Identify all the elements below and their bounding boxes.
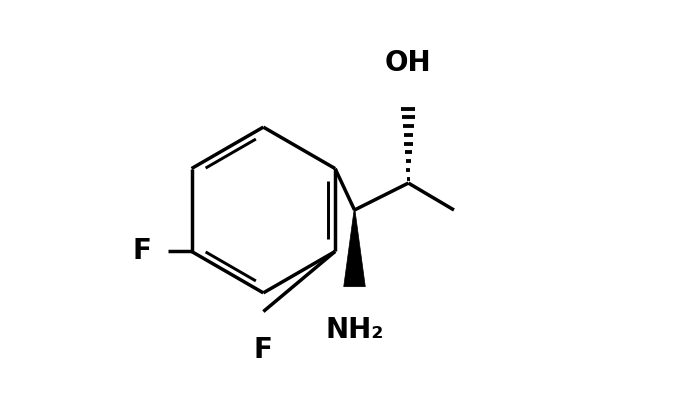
Text: OH: OH: [385, 50, 432, 77]
Text: NH₂: NH₂: [325, 316, 384, 344]
Polygon shape: [343, 210, 365, 287]
Text: F: F: [133, 237, 152, 265]
Text: F: F: [254, 336, 273, 365]
